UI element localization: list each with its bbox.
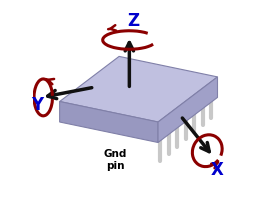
Text: Z: Z: [127, 11, 140, 29]
Text: Y: Y: [31, 95, 43, 113]
Polygon shape: [60, 102, 158, 143]
Text: Gnd
pin: Gnd pin: [103, 148, 127, 170]
Polygon shape: [158, 78, 218, 143]
Polygon shape: [60, 57, 218, 122]
Text: X: X: [211, 160, 224, 178]
